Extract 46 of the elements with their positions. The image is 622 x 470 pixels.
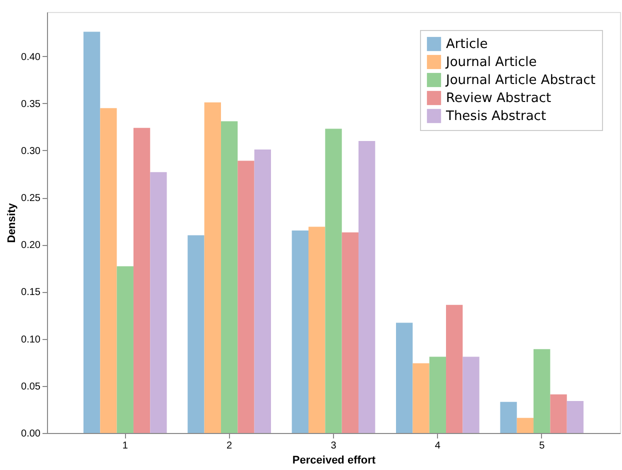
bar [534,349,550,433]
bar [204,102,221,433]
y-axis-title: Density [6,202,18,243]
bar [188,235,204,433]
bar [516,418,534,433]
bar [254,150,271,433]
bar [292,230,308,433]
x-axis-title: Perceived effort [292,454,376,466]
y-tick-label: 0.20 [21,240,41,252]
x-tick-label: 3 [330,440,337,452]
y-tick-label: 0.15 [21,287,41,298]
x-tick-label: 1 [122,440,128,452]
y-tick-label: 0.35 [21,98,41,110]
y-tick-label: 0.40 [21,52,41,63]
legend-label: Journal Article [445,55,537,70]
y-tick-label: 0.00 [21,428,41,440]
x-tick-label: 5 [539,440,546,452]
bar [83,32,100,433]
bar [358,141,376,433]
legend-label: Journal Article Abstract [445,73,596,88]
legend-label: Thesis Abstract [445,109,546,124]
x-tick-label: 4 [434,440,441,452]
legend-label: Review Abstract [446,91,552,106]
bar [308,226,326,433]
bar [462,356,480,433]
legend-label: Article [446,37,488,52]
y-tick-label: 0.05 [21,381,41,392]
bar [396,322,413,433]
bar [150,172,167,433]
bar [220,121,238,433]
bar [566,400,584,433]
bar [500,402,517,433]
bar [550,394,567,433]
bar [133,128,150,433]
bar [446,304,463,433]
y-tick-label: 0.30 [21,146,41,157]
y-tick-label: 0.10 [21,334,41,346]
y-tick-label: 0.25 [21,193,41,204]
bar [342,232,359,433]
bar [412,363,430,433]
bar [100,108,117,433]
bar [238,160,254,433]
x-tick-label: 2 [226,440,233,452]
bar [325,128,342,433]
bar [116,266,134,433]
bar [429,356,446,433]
